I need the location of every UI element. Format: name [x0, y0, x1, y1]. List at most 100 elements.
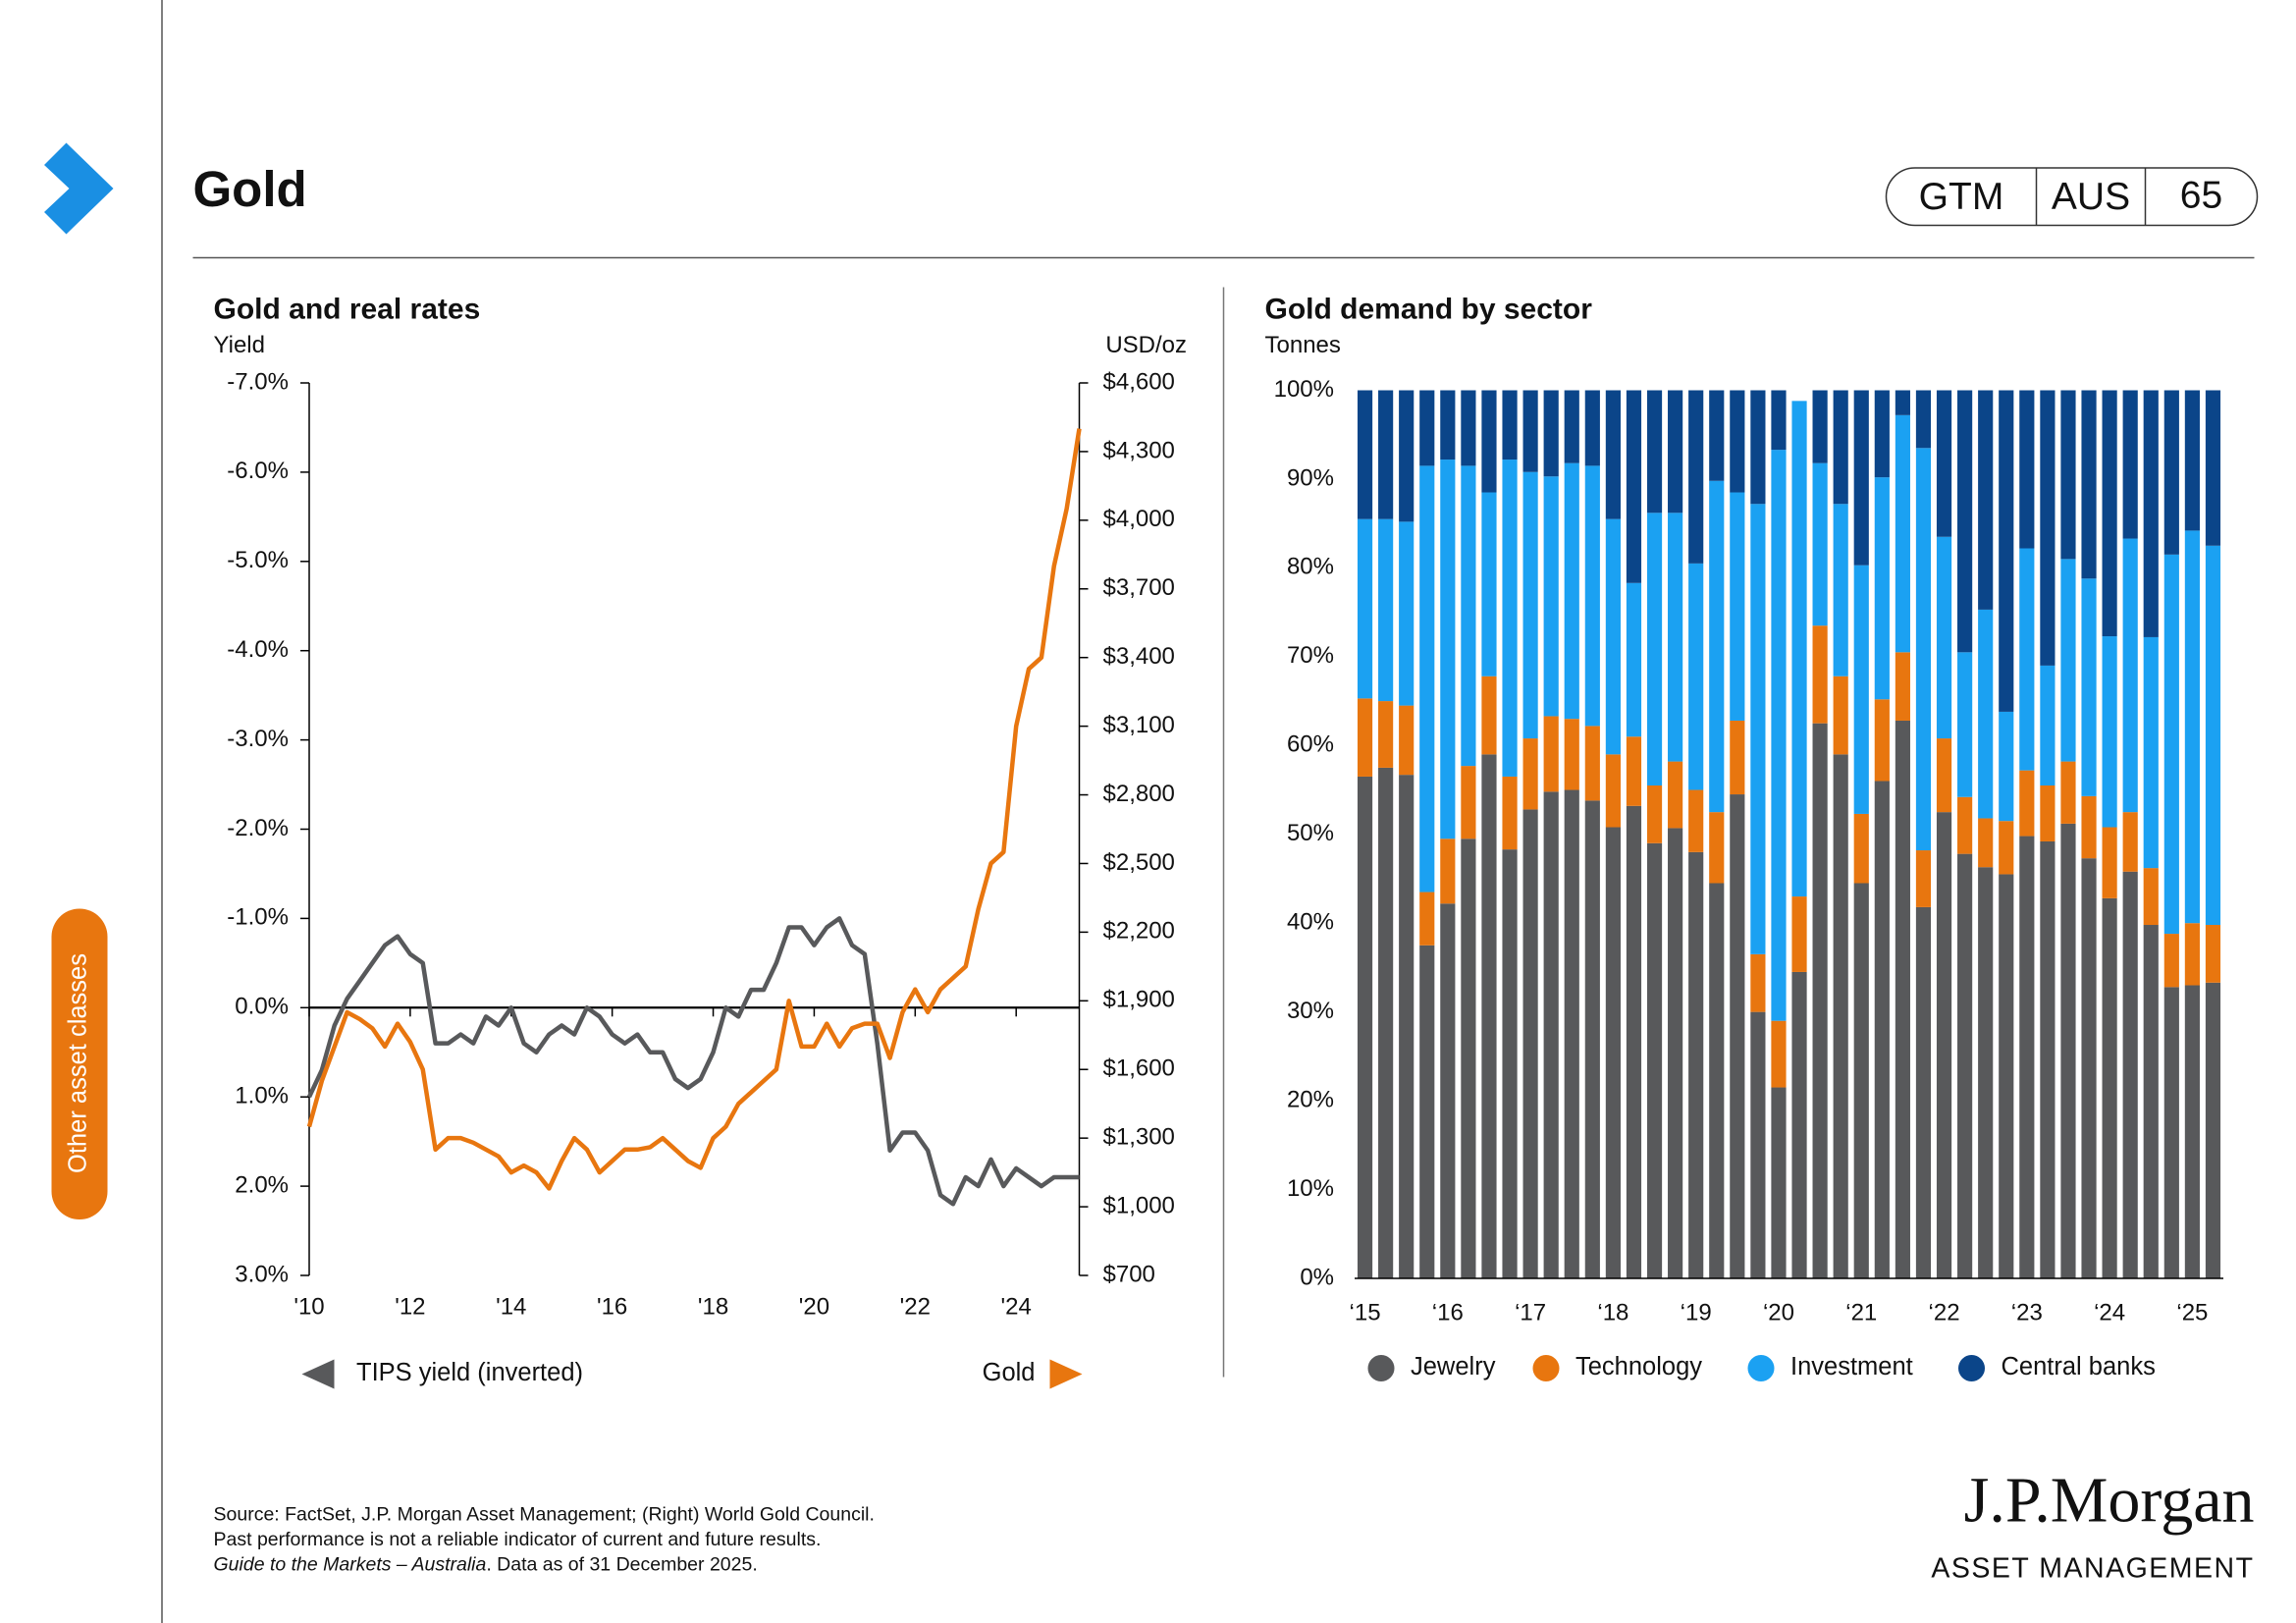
bar-segment	[1895, 414, 1910, 653]
bar-segment	[1378, 701, 1394, 768]
y2-axis-title: USD/oz	[1105, 332, 1187, 358]
bar-segment	[1522, 809, 1538, 1278]
bar-segment	[1999, 711, 2014, 822]
bar-segment	[1812, 390, 1828, 463]
y-tick-label: -2.0%	[227, 815, 289, 841]
chart-title: Gold demand by sector	[1265, 293, 1593, 325]
bar-segment	[1626, 805, 1642, 1278]
bar-segment	[1833, 390, 1848, 505]
bar-segment	[2040, 785, 2056, 841]
bar-segment	[1564, 789, 1579, 1278]
bar-segment	[1812, 462, 1828, 626]
bar-segment	[1668, 828, 1683, 1278]
as-of: . Data as of 31 December 2025.	[486, 1554, 757, 1576]
y-tick-label: -1.0%	[227, 904, 289, 931]
bar-segment	[1584, 390, 1600, 466]
bar-segment	[2019, 390, 2035, 549]
bar-segment	[1853, 565, 1869, 814]
bar-segment	[1874, 699, 1890, 782]
bar-segment	[1771, 450, 1787, 1021]
bar-segment	[1791, 971, 1807, 1278]
bar-segment	[1522, 390, 1538, 472]
bar-segment	[1812, 625, 1828, 724]
footnote: Source: FactSet, J.P. Morgan Asset Manag…	[214, 1504, 875, 1526]
bar-segment	[1915, 448, 1932, 851]
bar-segment	[1584, 465, 1600, 727]
y-tick-label: 0.0%	[235, 994, 289, 1020]
bar-segment	[1688, 563, 1704, 790]
y-tick-label: 20%	[1287, 1086, 1334, 1112]
bar-segment	[1668, 390, 1683, 514]
logo: J.P.Morgan	[1964, 1465, 2255, 1537]
bar-segment	[1461, 839, 1476, 1278]
bar-segment	[2081, 858, 2097, 1278]
x-tick-label: ‘18	[1597, 1299, 1629, 1325]
bar-segment	[1440, 903, 1456, 1278]
bar-segment	[2102, 636, 2117, 828]
bar-segment	[2184, 923, 2200, 986]
bar-segment	[1874, 390, 1890, 478]
series-line	[306, 916, 1080, 1207]
bar-segment	[1730, 390, 1745, 493]
bar-segment	[1833, 754, 1848, 1278]
bar-segment	[1833, 504, 1848, 676]
bar-segment	[2081, 795, 2097, 859]
bar-segment	[2040, 840, 2056, 1278]
bar-segment	[1874, 781, 1890, 1278]
bar-segment	[1853, 390, 1869, 566]
bar-segment	[1730, 492, 1745, 721]
y2-tick-label: $4,300	[1103, 437, 1175, 463]
bar-segment	[1936, 536, 1952, 739]
bar-segment	[2205, 390, 2221, 546]
bar-segment	[1750, 953, 1766, 1012]
bar-segment	[2143, 390, 2159, 637]
bar-segment	[2040, 390, 2056, 666]
bar-segment	[1399, 390, 1415, 522]
bar-segment	[1543, 476, 1559, 717]
y-tick-label: 30%	[1287, 998, 1334, 1024]
y-tick-label: 70%	[1287, 642, 1334, 669]
legend-label: Central banks	[2002, 1353, 2156, 1380]
bar-segment	[2019, 548, 2035, 771]
bar-segment	[2081, 390, 2097, 579]
bar-segment	[1874, 477, 1890, 700]
legend-label: Technology	[1575, 1353, 1702, 1380]
legend-marker	[301, 1359, 335, 1389]
bar-segment	[2205, 545, 2221, 926]
y-tick-label: 40%	[1287, 909, 1334, 936]
x-tick-label: ‘25	[2176, 1299, 2208, 1325]
bar-segment	[1357, 390, 1373, 519]
bar-segment	[2102, 390, 2117, 637]
bar-segment	[1522, 471, 1538, 739]
bar-segment	[1895, 652, 1910, 721]
x-tick-label: ‘19	[1681, 1299, 1712, 1325]
bar-segment	[1419, 465, 1435, 893]
bar-segment	[2060, 559, 2076, 762]
bar-segment	[1895, 390, 1910, 415]
bar-segment	[2163, 390, 2179, 555]
bar-segment	[1357, 698, 1373, 777]
bar-segment	[1605, 518, 1621, 755]
bar-segment	[2060, 761, 2076, 824]
bar-segment	[1978, 867, 1994, 1278]
badge-label: GTM	[1919, 176, 2004, 218]
side-tab-label: Other asset classes	[65, 953, 92, 1173]
bar-segment	[1709, 883, 1725, 1278]
bar-segment	[1626, 390, 1642, 583]
bar-segment	[1853, 883, 1869, 1278]
bar-segment	[1419, 390, 1435, 466]
bar-segment	[1419, 892, 1435, 946]
bar-segment	[2122, 538, 2138, 813]
bar-segment	[1915, 850, 1932, 907]
bar-segment	[1688, 851, 1704, 1278]
x-tick-label: '16	[597, 1293, 627, 1320]
bar-segment	[1999, 821, 2014, 875]
bar-segment	[2122, 390, 2138, 539]
bar-segment	[1605, 390, 1621, 519]
y2-tick-label: $3,100	[1103, 712, 1175, 738]
y2-tick-label: $2,200	[1103, 918, 1175, 945]
y2-tick-label: $3,700	[1103, 574, 1175, 601]
y-tick-label: -4.0%	[227, 636, 289, 663]
bar-segment	[2040, 665, 2056, 786]
y-tick-label: 80%	[1287, 554, 1334, 580]
